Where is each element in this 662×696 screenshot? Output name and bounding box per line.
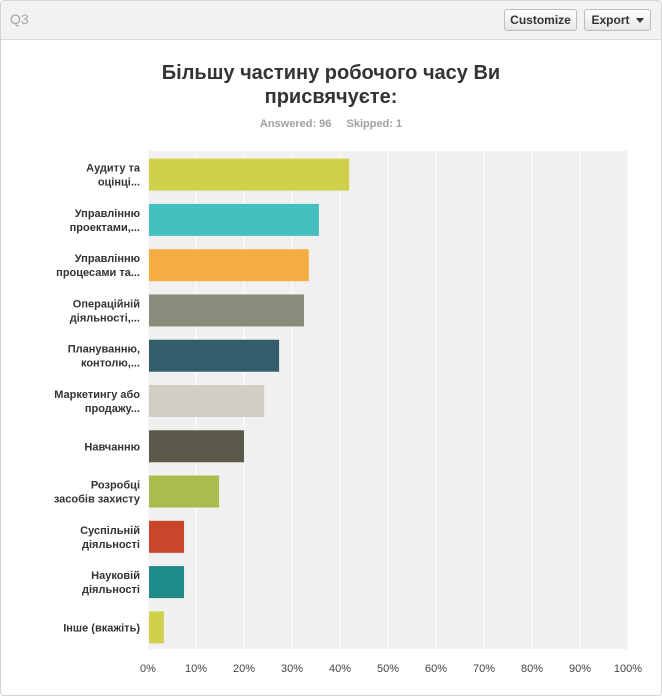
category-label: діяльності bbox=[82, 584, 140, 596]
category-label: Управлінню bbox=[75, 253, 140, 265]
x-tick-label: 80% bbox=[521, 663, 543, 675]
category-label: Управлінню bbox=[75, 208, 140, 220]
x-tick-label: 0% bbox=[140, 663, 156, 675]
category-label: Суспільній bbox=[80, 525, 140, 537]
category-label: продажу... bbox=[85, 403, 140, 415]
category-label: процесами та... bbox=[56, 267, 140, 279]
chart-title-line2: присвячуєте: bbox=[264, 86, 398, 108]
bar[interactable] bbox=[149, 611, 164, 644]
x-tick-label: 100% bbox=[614, 663, 642, 675]
panel-header: Q3 Customize Export bbox=[1, 1, 661, 40]
category-label: оцінці... bbox=[98, 177, 140, 189]
export-button[interactable]: Export bbox=[584, 9, 651, 31]
category-label: Операційній bbox=[73, 298, 140, 310]
caret-down-icon bbox=[635, 17, 644, 23]
bar[interactable] bbox=[149, 158, 350, 191]
chart-title-line1: Більшу частину робочого часу Ви bbox=[161, 62, 501, 84]
x-tick-label: 40% bbox=[329, 663, 351, 675]
category-label: засобів захисту bbox=[54, 494, 141, 506]
x-tick-label: 60% bbox=[425, 663, 447, 675]
x-tick-label: 20% bbox=[233, 663, 255, 675]
answered-count: Answered: 96 bbox=[259, 118, 332, 130]
x-tick-label: 70% bbox=[473, 663, 495, 675]
chart-title: Більшу частину робочого часу Ви присвячу… bbox=[101, 61, 561, 109]
category-label: діяльності,... bbox=[70, 312, 140, 324]
bar[interactable] bbox=[149, 520, 185, 553]
export-label: Export bbox=[591, 13, 630, 27]
category-label: контолю,... bbox=[81, 358, 140, 370]
skipped-count: Skipped: 1 bbox=[346, 118, 403, 130]
category-label: Аудиту та bbox=[86, 163, 141, 175]
bar[interactable] bbox=[149, 475, 220, 508]
bar[interactable] bbox=[149, 249, 309, 282]
bar[interactable] bbox=[149, 339, 280, 372]
category-label: Плануванню, bbox=[68, 344, 140, 356]
customize-button[interactable]: Customize bbox=[504, 9, 577, 31]
category-label: проектами,... bbox=[70, 222, 140, 234]
category-label: Розробці bbox=[91, 480, 140, 492]
x-tick-label: 30% bbox=[281, 663, 303, 675]
category-label: діяльності bbox=[82, 539, 140, 551]
question-number: Q3 bbox=[10, 11, 29, 27]
x-tick-label: 50% bbox=[377, 663, 399, 675]
x-tick-label: 90% bbox=[569, 663, 591, 675]
category-label: Інше (вкажіть) bbox=[63, 622, 140, 634]
bar[interactable] bbox=[149, 203, 319, 236]
bar[interactable] bbox=[149, 430, 245, 463]
x-tick-label: 10% bbox=[185, 663, 207, 675]
category-label: Науковій bbox=[91, 570, 140, 582]
bar[interactable] bbox=[149, 385, 265, 417]
response-stats: Answered: 96 Skipped: 1 bbox=[1, 118, 661, 130]
bar[interactable] bbox=[149, 294, 305, 327]
bar[interactable] bbox=[149, 566, 185, 599]
category-label: Навчанню bbox=[84, 441, 140, 453]
category-label: Маркетингу або bbox=[54, 389, 140, 401]
